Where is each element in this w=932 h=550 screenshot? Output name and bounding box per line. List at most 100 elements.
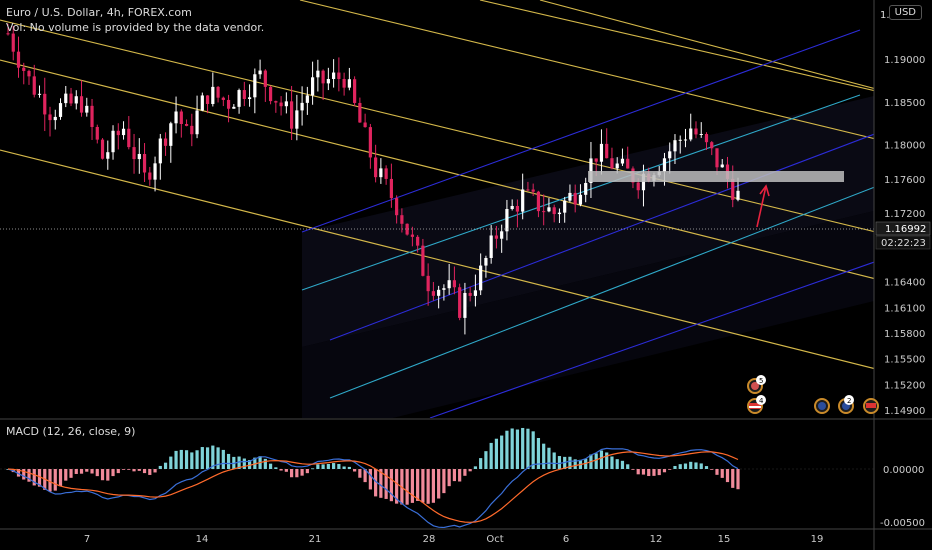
time-axis[interactable]: 7 14 21 28 Oct 6 12 15 19 bbox=[84, 534, 824, 545]
candle-body bbox=[242, 90, 246, 100]
pitchfork-line[interactable] bbox=[479, 0, 880, 92]
candle-body bbox=[6, 33, 10, 35]
macd-histogram-bar bbox=[127, 469, 131, 470]
macd-histogram-bar bbox=[731, 469, 735, 488]
candle-body bbox=[216, 86, 220, 98]
candle-body bbox=[515, 205, 520, 212]
macd-histogram-bar bbox=[510, 428, 514, 469]
event-badge[interactable] bbox=[863, 398, 879, 414]
candle-body bbox=[400, 215, 404, 224]
macd-histogram-bar bbox=[468, 469, 472, 472]
candle-body bbox=[521, 189, 525, 212]
pitchfork-line[interactable] bbox=[329, 132, 880, 341]
macd-histogram-bar bbox=[342, 466, 346, 469]
event-badge[interactable] bbox=[814, 398, 830, 414]
candle-body bbox=[526, 189, 530, 191]
candle-body bbox=[79, 96, 84, 113]
macd-histogram-bar bbox=[568, 456, 572, 469]
macd-histogram-bar bbox=[163, 462, 168, 469]
pitchfork-line[interactable] bbox=[0, 59, 880, 280]
candle-body bbox=[342, 78, 346, 88]
price-tick: 1.15200 bbox=[884, 380, 925, 391]
pitchfork-line[interactable] bbox=[301, 94, 861, 291]
macd-histogram-bar bbox=[405, 469, 409, 505]
candle-body bbox=[148, 172, 152, 180]
macd-histogram-bar bbox=[452, 469, 457, 482]
macd-histogram-bar bbox=[699, 463, 703, 469]
candle-body bbox=[116, 130, 120, 136]
macd-histogram-bar bbox=[442, 469, 446, 494]
pitchfork-line[interactable] bbox=[301, 29, 861, 233]
macd-histogram-bar bbox=[95, 469, 99, 477]
macd-histogram-bar bbox=[536, 438, 541, 469]
pitchfork-drawing[interactable] bbox=[0, 0, 880, 440]
candle-body bbox=[468, 292, 472, 296]
macd-histogram-bar bbox=[64, 469, 68, 481]
macd-histogram-bar bbox=[484, 451, 488, 469]
pitchfork-line[interactable] bbox=[299, 0, 880, 140]
price-tick: 1.16400 bbox=[884, 278, 925, 289]
event-badge[interactable]: 2 bbox=[838, 395, 854, 414]
currency-button[interactable]: USD bbox=[888, 5, 922, 20]
macd-histogram-bar bbox=[137, 469, 141, 471]
macd-histogram-bar bbox=[725, 469, 730, 483]
time-tick: 6 bbox=[563, 534, 569, 545]
candle-body bbox=[22, 67, 26, 71]
candle-body bbox=[479, 265, 483, 291]
macd-histogram-bar bbox=[216, 447, 220, 469]
macd-histogram-bar bbox=[205, 447, 210, 469]
time-tick: 15 bbox=[718, 534, 731, 545]
macd-histogram-bar bbox=[542, 443, 546, 469]
pitchfork-line[interactable] bbox=[329, 185, 880, 399]
macd-histogram-bar bbox=[610, 456, 614, 469]
price-axis-top-partial: 1.1 bbox=[880, 10, 896, 21]
candle-body bbox=[295, 110, 299, 129]
macd-histogram-bar bbox=[431, 469, 435, 503]
macd-indicator[interactable] bbox=[6, 427, 740, 528]
candle-body bbox=[568, 192, 572, 201]
resistance-zone[interactable] bbox=[588, 171, 844, 182]
macd-histogram-bar bbox=[190, 452, 194, 469]
event-badges[interactable]: 5 4 2 bbox=[747, 375, 879, 414]
macd-histogram-bar bbox=[242, 458, 246, 469]
macd-histogram-bar bbox=[284, 469, 288, 472]
candle-body bbox=[311, 77, 315, 96]
macd-histogram-bar bbox=[426, 469, 430, 504]
macd-histogram-bar bbox=[316, 464, 320, 469]
candle-body bbox=[153, 163, 157, 180]
candle-body bbox=[463, 292, 467, 318]
price-axis[interactable]: 1.19000 1.18500 1.18000 1.17600 1.17200 1.164… bbox=[884, 55, 925, 417]
macd-histogram-bar bbox=[458, 469, 462, 482]
macd-histogram-bar bbox=[489, 442, 493, 469]
candle-body bbox=[594, 158, 598, 162]
pitchfork-line[interactable] bbox=[0, 149, 880, 370]
event-badge[interactable]: 5 bbox=[747, 375, 766, 394]
macd-label[interactable]: MACD (12, 26, close, 9) bbox=[6, 425, 136, 438]
pitchfork-line[interactable] bbox=[429, 260, 880, 418]
event-badge[interactable]: 4 bbox=[747, 395, 766, 414]
price-tick: 1.16100 bbox=[884, 303, 925, 314]
candle-body bbox=[121, 128, 126, 136]
candle-body bbox=[578, 194, 583, 205]
pitchfork-line[interactable] bbox=[539, 0, 880, 90]
candle-body bbox=[95, 126, 99, 140]
macd-histogram-bar bbox=[379, 469, 383, 498]
chart-title[interactable]: Euro / U.S. Dollar, 4h, FOREX.com bbox=[6, 6, 192, 19]
candle-body bbox=[90, 105, 94, 127]
candle-body bbox=[426, 275, 430, 292]
macd-histogram-bar bbox=[263, 458, 267, 469]
candle-body bbox=[563, 200, 567, 213]
macd-histogram-bar bbox=[274, 467, 278, 469]
macd-histogram-bar bbox=[326, 463, 330, 469]
candle-body bbox=[258, 70, 262, 75]
macd-histogram-bar bbox=[410, 469, 414, 503]
macd-histogram-bar bbox=[148, 469, 152, 475]
event-badge-count-5: 5 bbox=[759, 377, 763, 385]
macd-histogram-bar bbox=[237, 456, 241, 469]
macd-histogram-bar bbox=[337, 464, 341, 469]
macd-histogram-bar bbox=[247, 460, 252, 469]
candle-body bbox=[363, 122, 367, 128]
projection-arrow[interactable] bbox=[756, 184, 770, 228]
candle-body bbox=[300, 102, 304, 111]
